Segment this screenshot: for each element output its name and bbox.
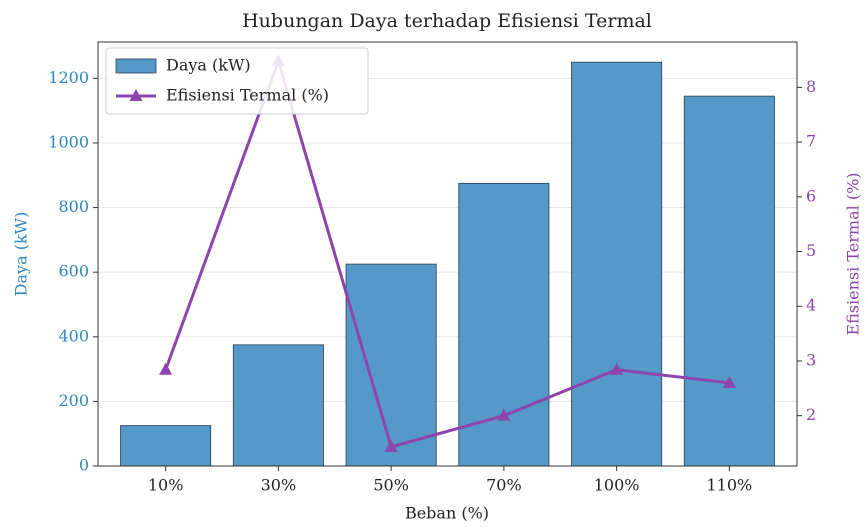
y2-tick-label: 6 [806, 186, 816, 205]
legend-swatch [115, 58, 157, 74]
y-tick-label: 400 [58, 326, 89, 345]
y-tick-label: 1000 [48, 132, 89, 151]
y-tick-label: 800 [58, 197, 89, 216]
bar [683, 95, 775, 467]
marker [384, 439, 398, 452]
y2-tick-label: 2 [806, 405, 816, 424]
marker [610, 362, 624, 375]
y-axis-label: Daya (kW) [12, 212, 31, 297]
y2-tick-label: 7 [806, 132, 816, 151]
marker [497, 408, 511, 421]
y-tick-label: 0 [79, 456, 89, 475]
marker [159, 362, 173, 375]
marker [722, 375, 736, 388]
y2-tick-label: 8 [806, 77, 816, 96]
y2-tick-label: 4 [806, 296, 816, 315]
x-tick-label: 70% [486, 476, 522, 495]
x-tick-label: 30% [261, 476, 297, 495]
chart-title: Hubungan Daya terhadap Efisiensi Termal [242, 10, 652, 32]
bar [571, 61, 663, 467]
y-tick-label: 1200 [48, 68, 89, 87]
y-tick-label: 200 [58, 391, 89, 410]
y2-tick-label: 3 [806, 350, 816, 369]
legend-box [105, 47, 369, 115]
x-tick-label: 100% [594, 476, 640, 495]
bar [345, 263, 437, 467]
legend-marker [129, 89, 143, 101]
plot-frame [97, 41, 798, 467]
y2-axis-label: Efisiensi Termal (%) [844, 172, 863, 335]
y-tick-label: 600 [58, 262, 89, 281]
x-tick-label: 110% [706, 476, 752, 495]
legend-label: Daya (kW) [166, 56, 251, 75]
bar [232, 344, 324, 467]
y2-tick-label: 5 [806, 241, 816, 260]
bar [120, 425, 212, 467]
x-tick-label: 10% [148, 476, 184, 495]
legend-label: Efisiensi Termal (%) [166, 86, 329, 105]
x-tick-label: 50% [373, 476, 409, 495]
x-axis-label: Beban (%) [405, 504, 489, 523]
